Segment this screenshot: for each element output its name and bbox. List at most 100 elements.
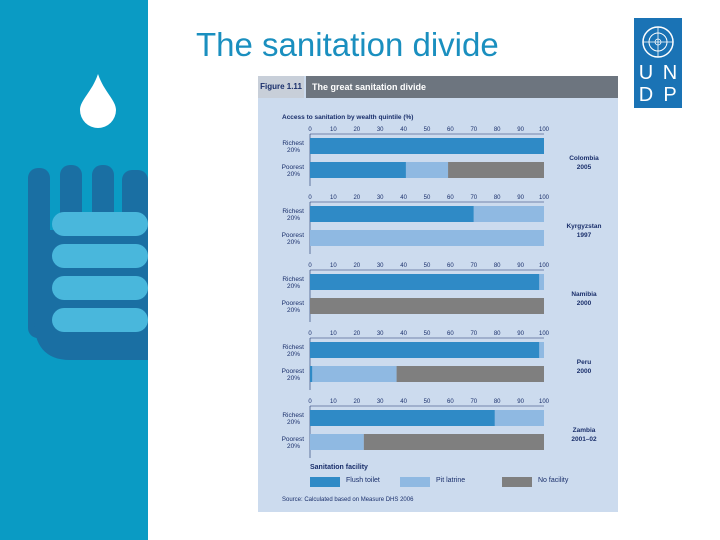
- x-tick-label: 0: [308, 399, 312, 405]
- figure-number: Figure 1.11: [258, 76, 304, 98]
- x-tick-label: 20: [353, 263, 360, 269]
- country-year-label: 2000: [577, 368, 592, 375]
- row-label: Poorest: [282, 232, 305, 239]
- bar-segment-flush-toilet: [310, 366, 313, 382]
- row-label: Poorest: [282, 164, 305, 171]
- x-tick-label: 40: [400, 195, 407, 201]
- un-emblem-icon: [642, 26, 674, 58]
- bar-segment-pit-latrine: [310, 230, 544, 246]
- legend: Flush toilet Pit latrine No facility: [310, 476, 610, 488]
- row-label: 20%: [287, 419, 300, 426]
- x-tick-label: 70: [470, 331, 477, 337]
- row-label: 20%: [287, 171, 300, 178]
- row-label: Richest: [282, 276, 304, 283]
- bar-segment-pit-latrine: [539, 342, 544, 358]
- x-tick-label: 0: [308, 263, 312, 269]
- x-tick-label: 20: [353, 331, 360, 337]
- x-tick-label: 10: [330, 195, 337, 201]
- x-tick-label: 100: [539, 399, 550, 405]
- row-label: Richest: [282, 140, 304, 147]
- row-label: Poorest: [282, 300, 305, 307]
- country-year-label: 2000: [577, 300, 592, 307]
- bar-segment-pit-latrine: [494, 410, 544, 426]
- x-tick-label: 80: [494, 263, 501, 269]
- x-tick-label: 20: [353, 399, 360, 405]
- legend-label: Pit latrine: [436, 477, 466, 484]
- x-tick-label: 90: [517, 331, 524, 337]
- legend-swatch-pit-latrine: [400, 477, 430, 487]
- row-label: Poorest: [282, 368, 305, 375]
- bar-segment-no-facility: [448, 162, 544, 178]
- x-tick-label: 30: [377, 195, 384, 201]
- x-tick-label: 10: [330, 331, 337, 337]
- x-tick-label: 100: [539, 263, 550, 269]
- country-label: Colombia: [569, 155, 599, 162]
- legend-label: Flush toilet: [346, 477, 380, 484]
- x-tick-label: 70: [470, 399, 477, 405]
- x-tick-label: 80: [494, 399, 501, 405]
- hand-stripe-shape: [52, 244, 148, 268]
- x-tick-label: 10: [330, 127, 337, 133]
- legend-swatch-flush-toilet: [310, 477, 340, 487]
- row-label: Richest: [282, 344, 304, 351]
- figure-header: Figure 1.11 The great sanitation divide: [258, 76, 618, 98]
- decorative-side-band: [0, 0, 148, 540]
- x-tick-label: 30: [377, 399, 384, 405]
- x-tick-label: 0: [308, 331, 312, 337]
- row-label: Richest: [282, 412, 304, 419]
- logo-letter-p: P: [663, 84, 677, 106]
- x-tick-label: 40: [400, 399, 407, 405]
- x-tick-label: 80: [494, 195, 501, 201]
- row-label: 20%: [287, 307, 300, 314]
- x-tick-label: 60: [447, 127, 454, 133]
- row-label: 20%: [287, 375, 300, 382]
- x-tick-label: 30: [377, 263, 384, 269]
- x-tick-label: 50: [424, 399, 431, 405]
- bar-segment-flush-toilet: [310, 274, 540, 290]
- x-tick-label: 90: [517, 263, 524, 269]
- bar-segment-flush-toilet: [310, 206, 474, 222]
- x-tick-label: 70: [470, 195, 477, 201]
- x-tick-label: 70: [470, 127, 477, 133]
- bar-segment-flush-toilet: [310, 342, 540, 358]
- bar-segment-pit-latrine: [405, 162, 449, 178]
- hand-water-drop-graphic: [28, 74, 148, 360]
- x-tick-label: 20: [353, 195, 360, 201]
- country-year-label: 2005: [577, 164, 592, 171]
- bar-segment-pit-latrine: [310, 434, 364, 450]
- bar-segment-flush-toilet: [310, 410, 495, 426]
- x-tick-label: 100: [539, 195, 550, 201]
- x-tick-label: 100: [539, 127, 550, 133]
- country-label: Kyrgyzstan: [566, 223, 601, 230]
- x-tick-label: 60: [447, 263, 454, 269]
- bar-segment-no-facility: [310, 298, 544, 314]
- x-tick-label: 0: [308, 127, 312, 133]
- row-label: 20%: [287, 215, 300, 222]
- logo-letter-d: D: [638, 84, 654, 106]
- x-tick-label: 60: [447, 195, 454, 201]
- x-tick-label: 50: [424, 263, 431, 269]
- row-label: 20%: [287, 283, 300, 290]
- undp-logo: U N D P: [634, 18, 682, 108]
- x-tick-label: 40: [400, 127, 407, 133]
- x-tick-label: 40: [400, 263, 407, 269]
- x-tick-label: 100: [539, 331, 550, 337]
- x-tick-label: 50: [424, 195, 431, 201]
- legend-label: No facility: [538, 477, 569, 484]
- figure-panel: Access to sanitation by wealth quintile …: [258, 76, 618, 512]
- x-tick-label: 30: [377, 127, 384, 133]
- bar-segment-no-facility: [363, 434, 544, 450]
- figure-source: Source: Calculated based on Measure DHS …: [282, 497, 414, 503]
- x-tick-label: 30: [377, 331, 384, 337]
- hand-stripe-shape: [52, 212, 148, 236]
- row-label: 20%: [287, 239, 300, 246]
- stacked-bar-chart: Access to sanitation by wealth quintile …: [282, 114, 602, 458]
- x-tick-label: 90: [517, 399, 524, 405]
- x-tick-label: 90: [517, 127, 524, 133]
- x-tick-label: 20: [353, 127, 360, 133]
- country-label: Namibia: [571, 291, 597, 298]
- bar-segment-flush-toilet: [310, 138, 544, 154]
- x-tick-label: 90: [517, 195, 524, 201]
- x-tick-label: 10: [330, 399, 337, 405]
- chart-subtitle: Access to sanitation by wealth quintile …: [282, 114, 413, 121]
